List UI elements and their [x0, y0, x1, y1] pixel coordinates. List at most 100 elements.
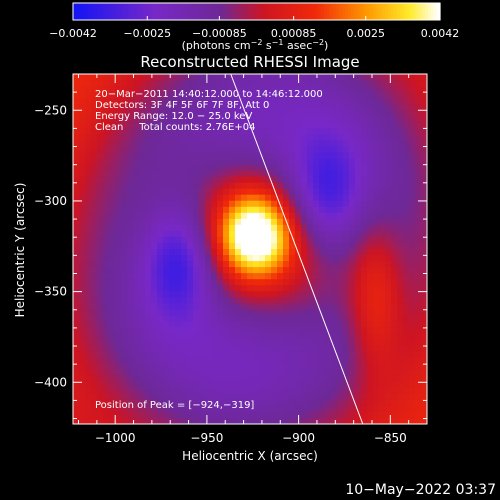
heatmap-cell — [73, 176, 80, 184]
heatmap-cell — [409, 267, 416, 274]
heatmap-cell — [91, 176, 98, 184]
heatmap-cell — [283, 345, 290, 353]
heatmap-cell — [79, 194, 86, 202]
heatmap-cell — [217, 375, 224, 383]
heatmap-cell — [139, 369, 146, 377]
y-tick-label: −400 — [34, 375, 67, 389]
heatmap-cell — [283, 212, 290, 220]
heatmap-cell — [403, 267, 410, 274]
heatmap-cell — [355, 261, 362, 268]
heatmap-cell — [175, 206, 182, 214]
heatmap-cell — [163, 104, 170, 111]
heatmap-cell — [193, 158, 200, 166]
heatmap-cell — [145, 206, 152, 214]
footer-timestamp: 10−May−2022 03:37 — [345, 482, 496, 498]
heatmap-cell — [385, 285, 392, 292]
heatmap-cell — [343, 297, 350, 304]
heatmap-cell — [349, 164, 356, 172]
heatmap-cell — [97, 128, 104, 135]
heatmap-cell — [223, 417, 230, 424]
heatmap-cell — [127, 116, 134, 123]
heatmap-cell — [343, 122, 350, 129]
heatmap-cell — [241, 134, 248, 141]
heatmap-cell — [355, 255, 362, 262]
heatmap-cell — [193, 261, 200, 268]
heatmap-cell — [97, 273, 104, 280]
heatmap-cell — [331, 375, 338, 383]
heatmap-cell — [325, 146, 332, 153]
colorbar-segment — [97, 3, 102, 20]
heatmap-cell — [181, 375, 188, 383]
heatmap-cell — [361, 182, 368, 190]
heatmap-cell — [271, 140, 278, 147]
heatmap-cell — [247, 357, 254, 365]
heatmap-cell — [211, 182, 218, 190]
heatmap-cell — [91, 74, 98, 81]
heatmap-cell — [97, 369, 104, 377]
heatmap-cell — [319, 80, 326, 87]
heatmap-cell — [295, 224, 302, 232]
heatmap-cell — [247, 267, 254, 274]
heatmap-cell — [271, 393, 278, 401]
heatmap-cell — [379, 134, 386, 141]
colorbar-tick-label: −0.00085 — [192, 27, 247, 40]
heatmap-cell — [397, 80, 404, 87]
heatmap-cell — [373, 92, 380, 99]
heatmap-cell — [175, 357, 182, 365]
heatmap-cell — [115, 327, 122, 334]
heatmap-cell — [91, 297, 98, 304]
heatmap-cell — [85, 279, 92, 286]
heatmap-cell — [301, 393, 308, 401]
heatmap-cell — [115, 206, 122, 214]
heatmap-cell — [181, 273, 188, 280]
heatmap-cell — [73, 345, 80, 353]
heatmap-cell — [139, 255, 146, 262]
heatmap-cell — [199, 369, 206, 377]
heatmap-cell — [421, 309, 427, 316]
heatmap-cell — [253, 98, 260, 105]
heatmap-cell — [259, 375, 266, 383]
heatmap-cell — [403, 369, 410, 377]
heatmap-cell — [355, 327, 362, 334]
heatmap-cell — [367, 261, 374, 268]
heatmap-cell — [235, 363, 242, 371]
heatmap-cell — [379, 224, 386, 232]
heatmap-cell — [361, 291, 368, 298]
heatmap-cell — [193, 242, 200, 250]
heatmap-cell — [367, 351, 374, 359]
heatmap-cell — [127, 194, 134, 202]
heatmap-cell — [355, 357, 362, 365]
heatmap-cell — [379, 267, 386, 274]
heatmap-cell — [121, 164, 128, 172]
heatmap-cell — [157, 381, 164, 389]
heatmap-cell — [367, 345, 374, 353]
heatmap-cell — [391, 279, 398, 286]
heatmap-cell — [127, 369, 134, 377]
heatmap-cell — [271, 80, 278, 87]
heatmap-cell — [109, 285, 116, 292]
heatmap-cell — [193, 345, 200, 353]
heatmap-cell — [205, 309, 212, 316]
heatmap-cell — [361, 212, 368, 220]
heatmap-cell — [373, 339, 380, 347]
heatmap-cell — [157, 417, 164, 424]
heatmap-cell — [91, 218, 98, 226]
heatmap-cell — [127, 381, 134, 389]
heatmap-cell — [343, 188, 350, 196]
heatmap-cell — [265, 152, 272, 159]
heatmap-cell — [121, 387, 128, 395]
heatmap-cell — [103, 236, 110, 244]
heatmap-cell — [85, 134, 92, 141]
heatmap-cell — [277, 146, 284, 153]
heatmap-cell — [361, 399, 368, 407]
heatmap-cell — [211, 146, 218, 153]
heatmap-cell — [241, 128, 248, 135]
colorbar-segment — [118, 3, 123, 20]
heatmap-cell — [187, 285, 194, 292]
heatmap-cell — [163, 279, 170, 286]
heatmap-cell — [325, 417, 332, 424]
heatmap-cell — [271, 399, 278, 407]
heatmap-cell — [217, 339, 224, 347]
heatmap-cell — [217, 92, 224, 99]
heatmap-cell — [421, 206, 427, 214]
